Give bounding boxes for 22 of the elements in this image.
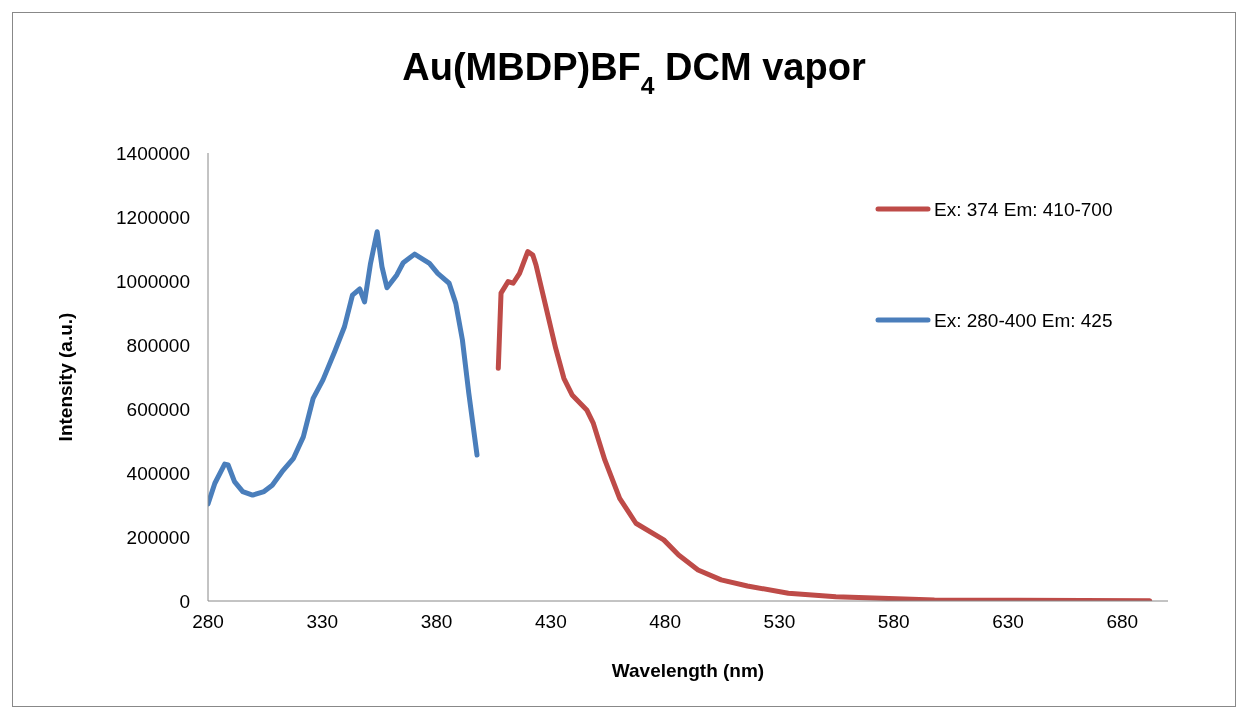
x-tick-label: 330 (306, 611, 339, 633)
x-tick-label: 530 (763, 611, 796, 633)
x-tick-label: 630 (992, 611, 1024, 633)
x-tick-label: 680 (1106, 611, 1139, 633)
y-tick-label: 200000 (126, 526, 190, 548)
x-tick-label: 430 (535, 611, 567, 633)
y-tick-label: 1200000 (116, 206, 190, 228)
x-tick-label: 580 (877, 611, 910, 633)
y-tick-label: 1400000 (116, 142, 190, 164)
x-axis-title: Wavelength (nm) (611, 660, 765, 681)
x-tick-label: 480 (649, 611, 681, 633)
y-axis-title: Intensity (a.u.) (55, 312, 76, 442)
y-tick-label: 400000 (126, 462, 190, 484)
x-tick-label: 280 (192, 611, 224, 633)
legend-label: Ex: 374 Em: 410-700 (934, 199, 1113, 220)
y-tick-label: 1000000 (116, 270, 190, 292)
chart-title: Au(MBDP)BF$_{4}$ DCM vapor (402, 46, 866, 99)
x-tick-label: 380 (420, 611, 453, 633)
y-tick-label: 600000 (126, 398, 190, 420)
legend-label: Ex: 280-400 Em: 425 (934, 310, 1113, 331)
y-tick-label: 0 (179, 590, 190, 612)
y-tick-label: 800000 (126, 334, 190, 356)
